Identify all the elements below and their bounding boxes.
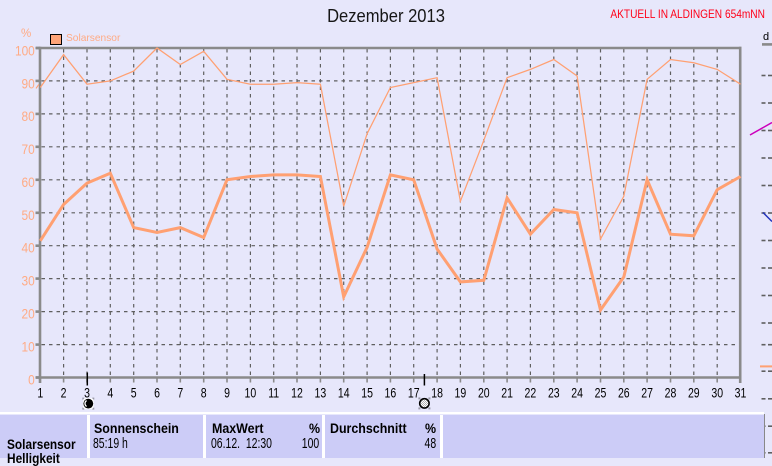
svg-text:6: 6: [154, 385, 160, 401]
svg-text:90: 90: [22, 75, 35, 91]
svg-text:10: 10: [22, 338, 35, 354]
svg-text:4: 4: [107, 385, 113, 401]
svg-text:40: 40: [22, 240, 35, 256]
svg-text:28: 28: [665, 385, 677, 401]
svg-text:31: 31: [735, 385, 747, 401]
svg-text:21: 21: [501, 385, 513, 401]
svg-text:14: 14: [338, 385, 350, 401]
svg-text:12: 12: [291, 385, 303, 401]
svg-text:30: 30: [22, 273, 35, 289]
svg-text:3: 3: [84, 385, 90, 401]
svg-text:17: 17: [408, 385, 420, 401]
svg-text:100: 100: [15, 42, 35, 58]
svg-text:24: 24: [571, 385, 583, 401]
svg-text:8: 8: [201, 385, 207, 401]
svg-text:29: 29: [688, 385, 700, 401]
svg-text:16: 16: [385, 385, 397, 401]
svg-text:5: 5: [131, 385, 137, 401]
svg-text:18: 18: [431, 385, 443, 401]
svg-text:15: 15: [361, 385, 373, 401]
svg-text:50: 50: [22, 207, 35, 223]
svg-text:2: 2: [61, 385, 67, 401]
svg-text:20: 20: [478, 385, 490, 401]
svg-text:23: 23: [548, 385, 560, 401]
svg-text:30: 30: [711, 385, 723, 401]
svg-text:d: d: [763, 31, 769, 43]
svg-text:11: 11: [268, 385, 279, 401]
svg-text:1: 1: [37, 385, 43, 401]
svg-text:22: 22: [525, 385, 537, 401]
svg-text:7: 7: [177, 385, 183, 401]
svg-text:0: 0: [28, 371, 35, 387]
svg-text:19: 19: [455, 385, 467, 401]
svg-text:20: 20: [22, 306, 35, 322]
svg-text:9: 9: [224, 385, 230, 401]
svg-text:70: 70: [22, 141, 35, 157]
svg-text:25: 25: [595, 385, 607, 401]
svg-text:80: 80: [22, 108, 35, 124]
svg-text:13: 13: [315, 385, 327, 401]
svg-text:27: 27: [641, 385, 653, 401]
svg-text:60: 60: [22, 174, 35, 190]
svg-text:26: 26: [618, 385, 630, 401]
svg-text:10: 10: [245, 385, 257, 401]
